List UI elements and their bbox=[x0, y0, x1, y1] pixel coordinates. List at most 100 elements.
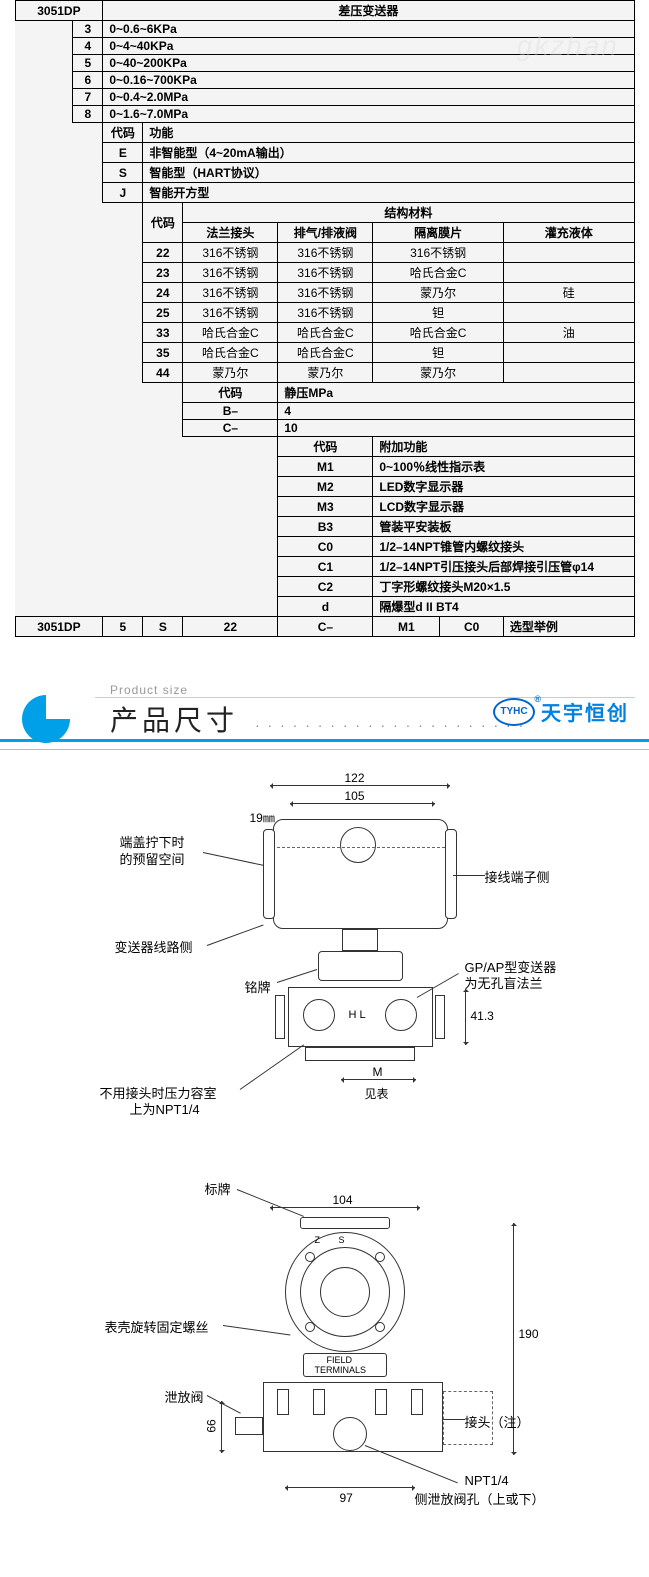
mat-code: 22 bbox=[143, 243, 183, 263]
diagram-1: 122 105 19㎜ H L 41.3 M 见表 端盖拧下时 的预留空 bbox=[45, 777, 605, 1157]
static-val: 10 bbox=[278, 420, 634, 437]
mat-code: 35 bbox=[143, 343, 183, 363]
mat-cell: 316不锈钢 bbox=[183, 243, 278, 263]
func-label: 非智能型（4~20mA输出） bbox=[143, 143, 634, 163]
divider-thin2 bbox=[0, 749, 649, 750]
leader-5 bbox=[453, 875, 485, 876]
range-code: 7 bbox=[73, 89, 103, 106]
range-code: 3 bbox=[73, 21, 103, 38]
range-row: 6 0~0.16~700KPa bbox=[15, 72, 634, 89]
leader-1 bbox=[202, 852, 263, 866]
range-row: 8 0~1.6~7.0MPa bbox=[15, 106, 634, 123]
mat-cell: 哈氏合金C bbox=[183, 323, 278, 343]
addon-code: M1 bbox=[278, 457, 373, 477]
static-val: 4 bbox=[278, 403, 634, 420]
dimline-104 bbox=[270, 1207, 420, 1208]
mat-code: 24 bbox=[143, 283, 183, 303]
dim-m: M bbox=[373, 1065, 383, 1079]
cap-left bbox=[263, 829, 275, 919]
pie-icon bbox=[22, 695, 70, 743]
mat-cell: 蒙乃尔 bbox=[373, 283, 504, 303]
bolt-3 bbox=[305, 1322, 315, 1332]
ex-label: 选型举例 bbox=[503, 617, 634, 637]
title-cell: 差压变送器 bbox=[103, 1, 634, 21]
addon-row: C1 1/2–14NPT引压接头后部焊接引压管φ14 bbox=[15, 557, 634, 577]
brand-logo-icon: TYHC bbox=[493, 698, 535, 726]
range-row: 7 0~0.4~2.0MPa bbox=[15, 89, 634, 106]
mat-code: 23 bbox=[143, 263, 183, 283]
mat-cell: 钽 bbox=[373, 303, 504, 323]
mat-cell: 蒙乃尔 bbox=[183, 363, 278, 383]
mat-cell: 蒙乃尔 bbox=[373, 363, 504, 383]
label-nameplate: 铭牌 bbox=[245, 977, 271, 996]
brand-text: 天宇恒创 bbox=[541, 697, 629, 726]
header-row: 3051DP 差压变送器 bbox=[15, 1, 634, 21]
addon-code: M3 bbox=[278, 497, 373, 517]
diagram-1-area: 122 105 19㎜ H L 41.3 M 见表 端盖拧下时 的预留空 bbox=[0, 757, 649, 1577]
range-code: 5 bbox=[73, 55, 103, 72]
leader-4 bbox=[239, 1044, 303, 1090]
mat-cell: 哈氏合金C bbox=[183, 343, 278, 363]
addon-code: B3 bbox=[278, 517, 373, 537]
addon-row: M1 0~100％线性指示表 bbox=[15, 457, 634, 477]
ex-p1: 5 bbox=[103, 617, 143, 637]
mat-cell bbox=[503, 343, 634, 363]
flange-hole-r bbox=[385, 999, 417, 1031]
range-code: 6 bbox=[73, 72, 103, 89]
addon-row: B3 管装平安装板 bbox=[15, 517, 634, 537]
static-code-h: 代码 bbox=[183, 383, 278, 403]
material-row: 44 蒙乃尔 蒙乃尔 蒙乃尔 bbox=[15, 363, 634, 383]
material-row: 23 316不锈钢 316不锈钢 哈氏合金C bbox=[15, 263, 634, 283]
mat-c4: 灌充液体 bbox=[503, 223, 634, 243]
lbolt-4 bbox=[411, 1389, 423, 1415]
range-code: 8 bbox=[73, 106, 103, 123]
lbolt-1 bbox=[277, 1389, 289, 1415]
dim-122: 122 bbox=[345, 771, 365, 785]
mat-c2: 排气/排液阀 bbox=[278, 223, 373, 243]
center-port bbox=[333, 1417, 367, 1451]
dimline-413 bbox=[465, 989, 466, 1045]
func-row: S 智能型（HART协议） bbox=[15, 163, 634, 183]
addon-val: 1/2–14NPT引压接头后部焊接引压管φ14 bbox=[373, 557, 634, 577]
static-code: C– bbox=[183, 420, 278, 437]
leader2-1 bbox=[236, 1189, 303, 1217]
bolt-2 bbox=[375, 1252, 385, 1262]
lbolt-2 bbox=[313, 1389, 325, 1415]
leader-2 bbox=[206, 925, 263, 946]
mat-cell bbox=[503, 243, 634, 263]
addon-code: C2 bbox=[278, 577, 373, 597]
leader-3 bbox=[276, 969, 316, 983]
bolt-1 bbox=[305, 1252, 315, 1262]
label-gpap-2: 为无孔盲法兰 bbox=[465, 973, 543, 992]
static-row: C– 10 bbox=[15, 420, 634, 437]
range-val: 0~1.6~7.0MPa bbox=[103, 106, 634, 123]
mat-code-h: 代码 bbox=[143, 203, 183, 243]
addon-val: LCD数字显示器 bbox=[373, 497, 634, 517]
material-row: 22 316不锈钢 316不锈钢 316不锈钢 bbox=[15, 243, 634, 263]
material-row: 35 哈氏合金C 哈氏合金C 钽 bbox=[15, 343, 634, 363]
mat-c3: 隔离膜片 bbox=[373, 223, 504, 243]
mat-cell bbox=[503, 263, 634, 283]
mat-cell: 316不锈钢 bbox=[278, 283, 373, 303]
addon-row: d 隔爆型d II BT4 bbox=[15, 597, 634, 617]
static-code: B– bbox=[183, 403, 278, 420]
func-row: J 智能开方型 bbox=[15, 183, 634, 203]
dimline-105 bbox=[290, 803, 435, 804]
section-en: Product size bbox=[110, 683, 188, 697]
label-drain: 泄放阀 bbox=[165, 1387, 204, 1406]
range-row: 3 0~0.6~6KPa bbox=[15, 21, 634, 38]
func-code-h: 代码 bbox=[103, 123, 143, 143]
nameplate bbox=[318, 951, 403, 981]
top-plate bbox=[300, 1217, 390, 1229]
centerline-h bbox=[277, 847, 445, 848]
label-plate bbox=[303, 1353, 387, 1377]
label-npt-2: 上为NPT1/4 bbox=[130, 1099, 200, 1118]
material-row: 33 哈氏合金C 哈氏合金C 哈氏合金C 油 bbox=[15, 323, 634, 343]
drain-valve bbox=[235, 1417, 263, 1435]
func-label: 智能型（HART协议） bbox=[143, 163, 634, 183]
range-row: 4 0~4~40KPa bbox=[15, 38, 634, 55]
dimline-97 bbox=[285, 1487, 415, 1488]
addon-row: M2 LED数字显示器 bbox=[15, 477, 634, 497]
neck bbox=[342, 929, 378, 951]
dim-66: 66 bbox=[204, 1419, 218, 1432]
